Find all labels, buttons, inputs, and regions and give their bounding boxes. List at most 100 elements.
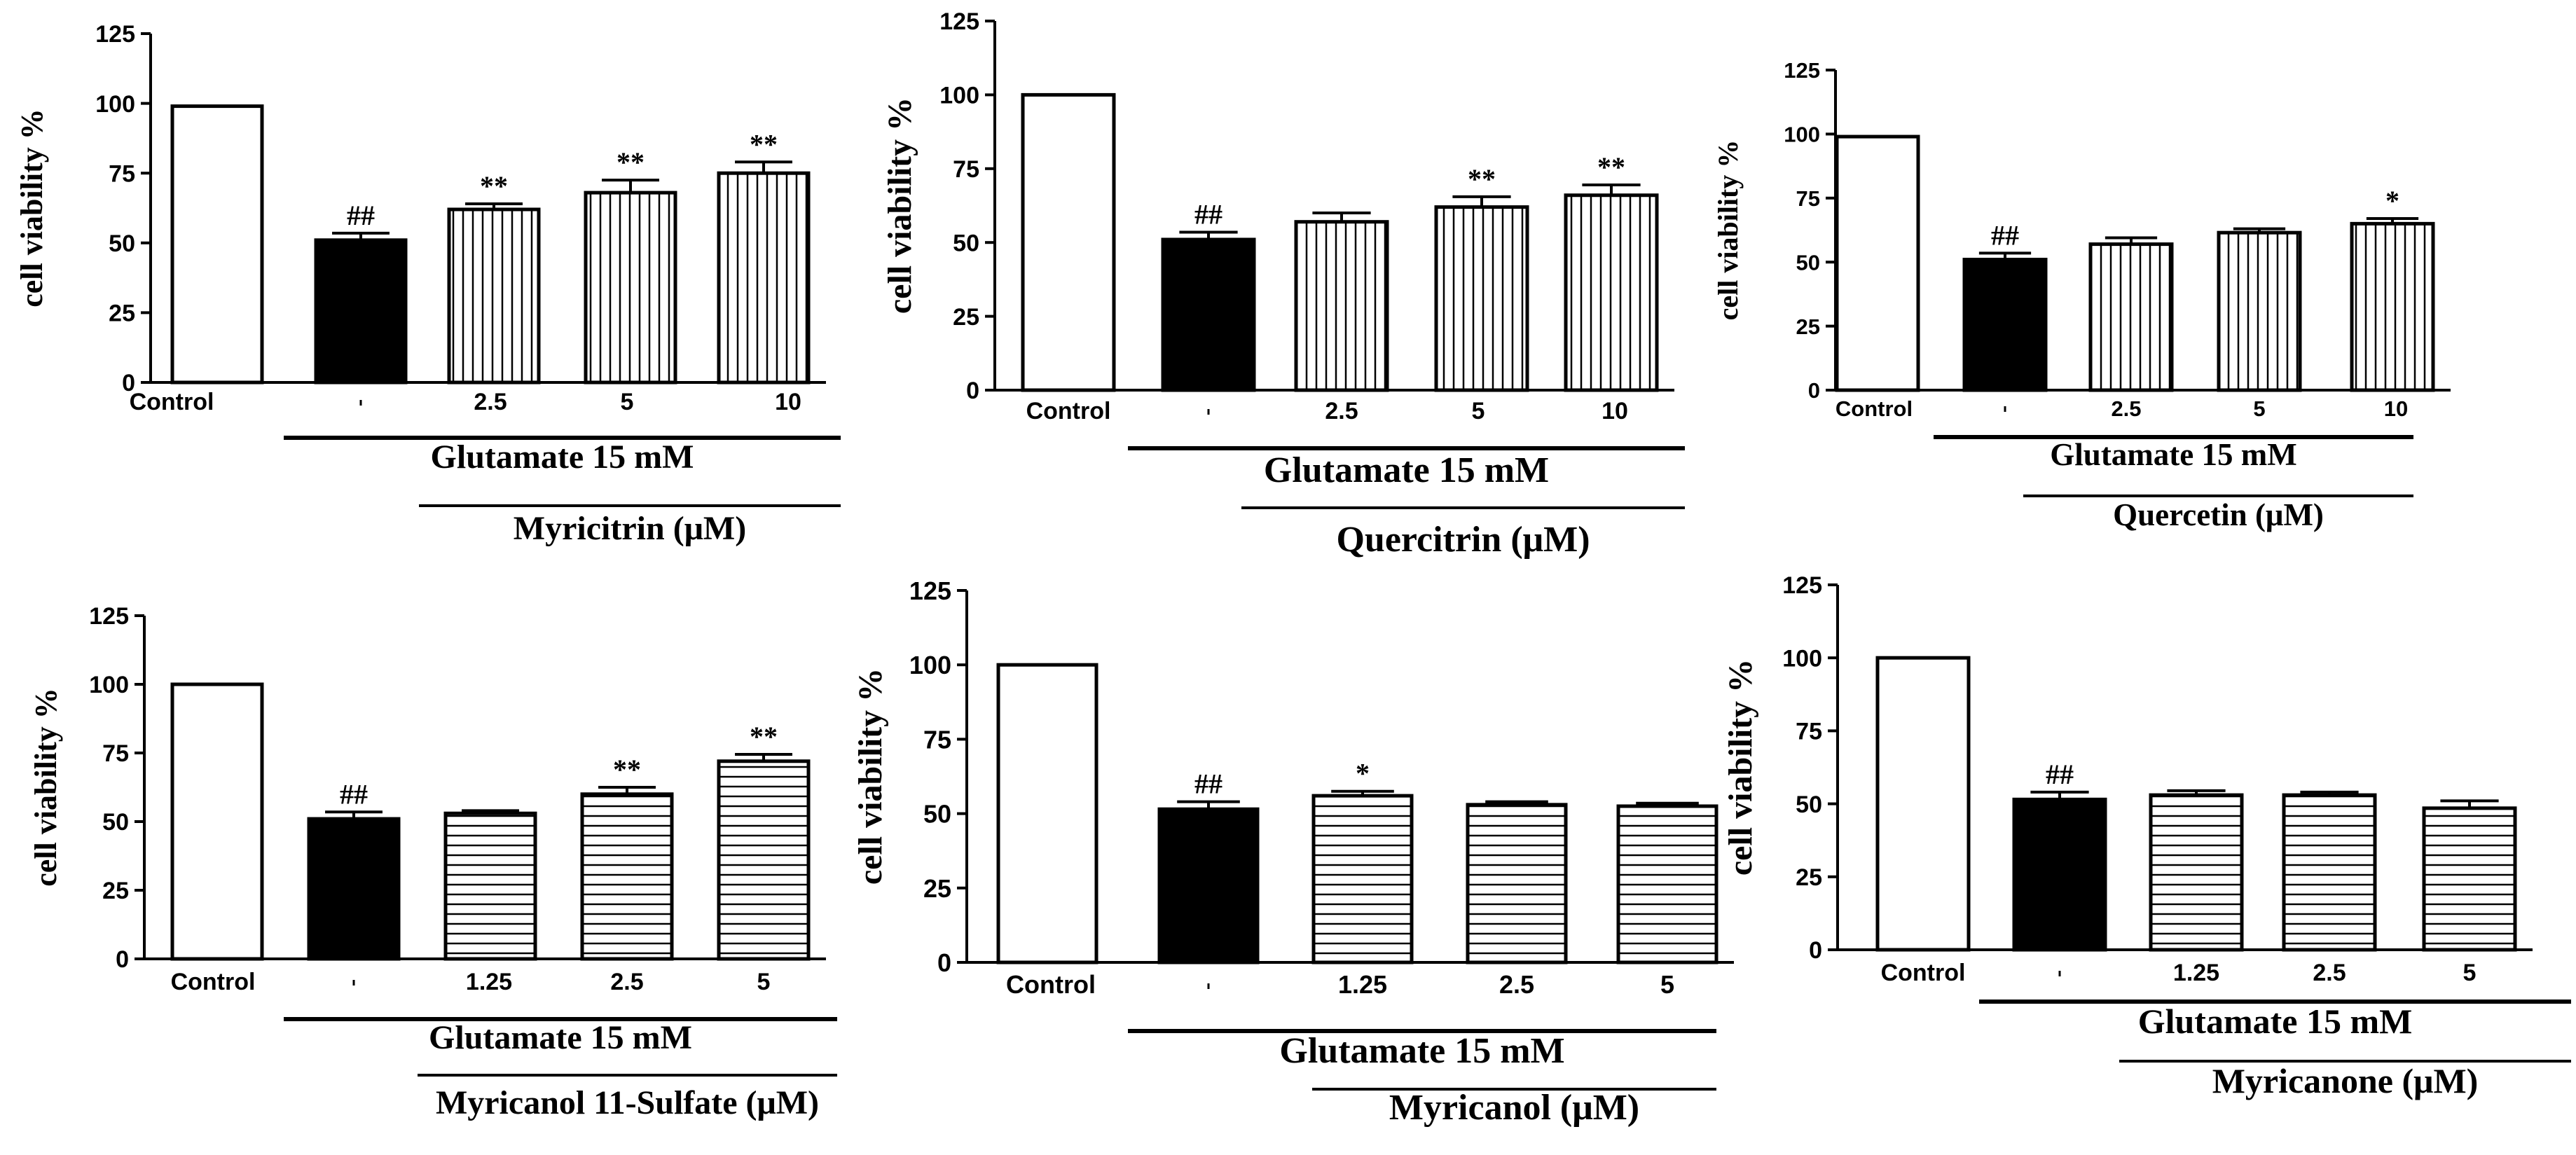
bar-2 bbox=[1962, 258, 2048, 392]
significance-mark: * bbox=[1356, 758, 1370, 789]
glutamate-label: Glutamate 15 mM bbox=[1279, 1031, 1564, 1071]
chart-panel-1: 0 25 50 75 100 125 cell viability % Control ## **… bbox=[15, 21, 841, 547]
bar-1 bbox=[1835, 134, 1920, 392]
bar-3 bbox=[1294, 220, 1389, 392]
bar-2 bbox=[2012, 797, 2107, 952]
x-tick-label: 1.25 bbox=[466, 969, 512, 995]
bar-2 bbox=[314, 238, 408, 385]
compound-label: Myricanol (μM) bbox=[1389, 1088, 1639, 1128]
y-tick-label: 75 bbox=[102, 740, 129, 767]
chart-panel-6: 0 25 50 75 100 125 cell viability % Control ## 1.… bbox=[1722, 572, 2571, 1100]
x-tick-label: 2.5 bbox=[2313, 960, 2346, 986]
y-tick-label: 125 bbox=[939, 8, 979, 35]
compound-label: Quercetin (μM) bbox=[2113, 497, 2324, 532]
bar-1 bbox=[1021, 92, 1116, 392]
glutamate-label: Glutamate 15 mM bbox=[431, 438, 694, 476]
y-tick-label: 125 bbox=[909, 576, 951, 605]
y-tick-label: 25 bbox=[109, 300, 135, 327]
x-tick-label: 5 bbox=[1660, 970, 1674, 999]
y-axis-label: cell viability % bbox=[15, 109, 49, 307]
significance-mark: ## bbox=[347, 200, 375, 231]
y-axis-label: cell viability % bbox=[881, 97, 918, 314]
significance-mark: ** bbox=[750, 721, 778, 752]
y-tick-label: 100 bbox=[1782, 645, 1822, 672]
bar-1 bbox=[1875, 656, 1971, 952]
glutamate-label: Glutamate 15 mM bbox=[2138, 1002, 2413, 1041]
bar-5 bbox=[2350, 221, 2435, 392]
y-tick-label: 0 bbox=[1809, 937, 1822, 964]
chart-panel-2: 0 25 50 75 100 125 cell viability % Control ## 2.… bbox=[881, 8, 1685, 560]
y-tick-label: 100 bbox=[909, 651, 951, 679]
glutamate-label: Glutamate 15 mM bbox=[1264, 450, 1549, 490]
bar-1 bbox=[996, 663, 1098, 964]
x-tick-label: 5 bbox=[2253, 396, 2265, 421]
x-tick-label: Control bbox=[1881, 960, 1966, 986]
y-tick-label: 0 bbox=[122, 370, 135, 396]
x-tick-label: 2.5 bbox=[474, 389, 507, 415]
y-tick-label: 0 bbox=[1808, 378, 1820, 403]
bar-5 bbox=[717, 759, 811, 961]
x-tick-label: Control bbox=[1835, 396, 1913, 421]
x-tick-label: 5 bbox=[1472, 398, 1485, 424]
x-tick-label: 10 bbox=[1602, 398, 1628, 424]
y-tick-label: 25 bbox=[1796, 314, 1820, 339]
bar-2 bbox=[1157, 807, 1260, 964]
y-tick-label: 25 bbox=[102, 878, 129, 904]
x-tick-label: Control bbox=[1006, 970, 1096, 999]
y-tick-label: 75 bbox=[953, 156, 979, 183]
x-tick-label: 5 bbox=[2463, 960, 2477, 986]
x-tick-label: Control bbox=[1026, 398, 1111, 424]
significance-mark: ## bbox=[1194, 198, 1222, 230]
y-tick-label: 125 bbox=[95, 21, 135, 48]
y-axis-label: cell viability % bbox=[1712, 140, 1744, 321]
bar-3 bbox=[443, 811, 537, 961]
significance-mark: * bbox=[2385, 185, 2399, 216]
x-tick-label: 1.25 bbox=[2173, 960, 2219, 986]
significance-mark: ** bbox=[480, 170, 508, 202]
y-tick-label: 25 bbox=[923, 874, 951, 903]
y-tick-label: 75 bbox=[923, 725, 951, 754]
chart-panel-5: 0 25 50 75 100 125 cell viability % Control ## * 1… bbox=[852, 576, 1734, 1128]
y-tick-label: 50 bbox=[102, 809, 129, 836]
bar-3 bbox=[447, 207, 541, 385]
y-tick-label: 0 bbox=[937, 948, 951, 977]
bar-4 bbox=[1434, 205, 1529, 392]
y-tick-label: 50 bbox=[953, 230, 979, 256]
y-tick-label: 100 bbox=[1784, 123, 1820, 147]
x-tick-label: 10 bbox=[775, 389, 801, 415]
y-tick-label: 100 bbox=[89, 672, 129, 698]
bar-3 bbox=[2088, 242, 2174, 392]
bar-4 bbox=[1466, 803, 1568, 964]
bar-2 bbox=[307, 817, 401, 961]
bar-4 bbox=[2282, 793, 2377, 952]
y-tick-label: 75 bbox=[1796, 719, 1822, 745]
significance-mark: ## bbox=[2046, 759, 2074, 790]
x-tick-label: 5 bbox=[757, 969, 771, 995]
significance-mark: ** bbox=[613, 754, 641, 785]
compound-label: Quercitrin (μM) bbox=[1336, 520, 1590, 560]
significance-mark: ** bbox=[750, 128, 778, 160]
y-tick-label: 75 bbox=[109, 160, 135, 187]
y-tick-label: 50 bbox=[1796, 791, 1822, 818]
bar-5 bbox=[1564, 193, 1659, 392]
bar-5 bbox=[1616, 804, 1719, 964]
bar-5 bbox=[717, 171, 811, 385]
compound-label: Myricanol 11-Sulfate (μM) bbox=[436, 1084, 819, 1121]
y-tick-label: 100 bbox=[95, 91, 135, 118]
bar-3 bbox=[2149, 793, 2244, 952]
y-axis-label: cell viability % bbox=[29, 688, 63, 887]
bar-2 bbox=[1161, 237, 1256, 392]
y-tick-label: 100 bbox=[939, 83, 979, 109]
y-tick-label: 50 bbox=[109, 230, 135, 257]
bar-4 bbox=[580, 792, 674, 961]
glutamate-label: Glutamate 15 mM bbox=[2050, 437, 2296, 472]
significance-mark: ** bbox=[617, 146, 645, 178]
y-axis-label: cell viability % bbox=[852, 668, 889, 885]
significance-mark: ## bbox=[340, 778, 368, 810]
bar-3 bbox=[1311, 794, 1414, 964]
significance-mark: ## bbox=[1194, 768, 1222, 800]
glutamate-label: Glutamate 15 mM bbox=[429, 1019, 692, 1056]
y-tick-label: 75 bbox=[1796, 186, 1820, 211]
x-tick-label: 2.5 bbox=[1499, 970, 1534, 999]
